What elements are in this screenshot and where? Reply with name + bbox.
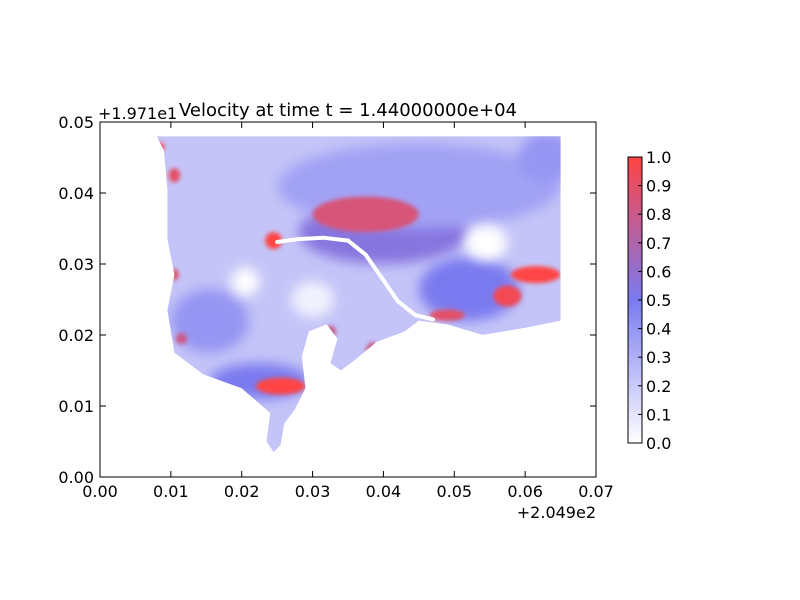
x-tick-label: 0.03 bbox=[295, 482, 331, 501]
colorbar-tick-label: 0.3 bbox=[646, 348, 671, 367]
medium-velocity-region bbox=[170, 288, 249, 353]
medium-velocity-region bbox=[518, 136, 561, 183]
x-tick-label: 0.01 bbox=[153, 482, 189, 501]
high-velocity-region bbox=[493, 285, 522, 307]
chart-title: Velocity at time t = 1.44000000e+04 bbox=[179, 100, 517, 121]
colorbar-tick-label: 0.8 bbox=[646, 205, 671, 224]
high-velocity-region bbox=[255, 377, 306, 395]
velocity-field bbox=[156, 136, 561, 453]
plot-frame bbox=[99, 121, 597, 478]
colorbar-tick-label: 0.4 bbox=[646, 320, 671, 339]
channel-path bbox=[275, 235, 435, 322]
colorbar-axis: 0.0 0.1 0.2 0.3 0.4 0.5 0.6 0.7 0.8 0.9 1.0 bbox=[638, 148, 671, 453]
high-velocity-region bbox=[175, 332, 188, 345]
colorbar-tick-label: 0.6 bbox=[646, 262, 671, 281]
medium-velocity-region bbox=[418, 256, 519, 321]
y-axis: 0.00 0.01 0.02 0.03 0.04 0.05 bbox=[58, 113, 596, 487]
y-tick-label: 0.05 bbox=[58, 113, 94, 132]
colorbar-tick-label: 0.2 bbox=[646, 377, 671, 396]
x-tick-label: 0.07 bbox=[578, 482, 614, 501]
x-tick-label: 0.04 bbox=[366, 482, 402, 501]
colorbar-tick-label: 1.0 bbox=[646, 148, 671, 167]
x-axis: 0.00 0.01 0.02 0.03 0.04 0.05 0.06 0.07 bbox=[82, 122, 614, 501]
high-velocity-region bbox=[511, 266, 561, 284]
colorbar-tick-label: 0.0 bbox=[646, 434, 671, 453]
y-tick-label: 0.03 bbox=[58, 255, 94, 274]
y-tick-label: 0.02 bbox=[58, 326, 94, 345]
x-tick-label: 0.05 bbox=[436, 482, 472, 501]
y-offset-label: +1.971e1 bbox=[98, 104, 177, 123]
y-tick-label: 0.04 bbox=[58, 184, 94, 203]
y-tick-label: 0.00 bbox=[58, 468, 94, 487]
colorbar-tick-label: 0.1 bbox=[646, 405, 671, 424]
colorbar-tick-label: 0.7 bbox=[646, 234, 671, 253]
x-tick-label: 0.06 bbox=[507, 482, 543, 501]
y-tick-label: 0.01 bbox=[58, 397, 94, 416]
x-tick-label: 0.00 bbox=[82, 482, 118, 501]
x-offset-label: +2.049e2 bbox=[517, 503, 596, 522]
high-velocity-region bbox=[265, 232, 283, 250]
colorbar-tick-label: 0.5 bbox=[646, 291, 671, 310]
colorbar-tick-label: 0.9 bbox=[646, 177, 671, 196]
low-velocity-region bbox=[291, 281, 334, 318]
high-velocity-region bbox=[429, 309, 465, 321]
x-tick-label: 0.02 bbox=[224, 482, 260, 501]
low-velocity-region bbox=[231, 267, 260, 296]
low-velocity-region bbox=[464, 224, 508, 261]
high-velocity-region bbox=[168, 168, 181, 183]
high-velocity-region bbox=[312, 196, 419, 233]
